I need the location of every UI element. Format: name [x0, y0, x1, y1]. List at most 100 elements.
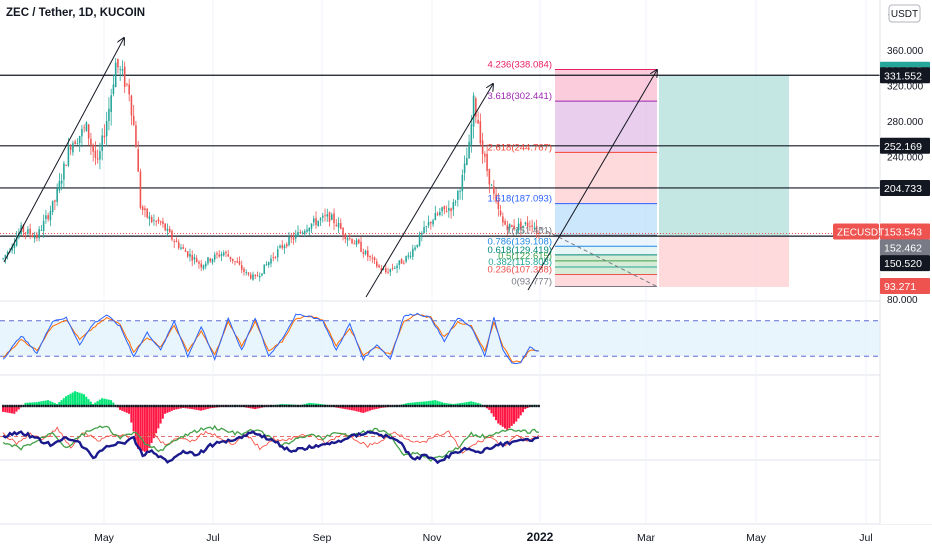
- osc-zero-dot: [76, 404, 79, 408]
- osc-zero-dot: [29, 404, 32, 408]
- osc-zero-dot: [58, 404, 61, 408]
- fib-extension-line[interactable]: [539, 227, 658, 287]
- candle-body: [121, 69, 124, 71]
- osc-zero-dot: [49, 404, 52, 408]
- osc-zero-dot: [231, 404, 234, 408]
- candle-body: [441, 207, 443, 212]
- candle-body: [195, 258, 198, 263]
- osc-bar: [431, 400, 434, 406]
- osc-bar: [461, 402, 464, 406]
- osc-bar: [467, 401, 470, 406]
- long-position-tool[interactable]: [659, 75, 789, 287]
- osc-zero-dot: [335, 404, 338, 408]
- osc-bar: [42, 400, 45, 406]
- osc-bar: [35, 402, 38, 406]
- osc-zero-dot: [53, 404, 56, 408]
- candle-body: [114, 62, 117, 87]
- candle-body: [364, 250, 367, 255]
- fib-level-label: 0.236(107.388): [488, 264, 552, 275]
- osc-zero-dot: [339, 404, 342, 408]
- osc-zero-dot: [387, 404, 390, 408]
- candle-body: [96, 158, 99, 160]
- tag-level-204.733: 204.733: [880, 179, 930, 196]
- osc-zero-dot: [260, 404, 263, 408]
- osc-bar: [195, 406, 198, 410]
- trend-arrow-1[interactable]: [365, 84, 493, 298]
- osc-bar: [60, 400, 63, 406]
- osc-bar: [146, 406, 149, 453]
- osc-zero-dot: [319, 404, 322, 408]
- candle-body: [353, 243, 356, 245]
- osc-zero-dot: [40, 404, 43, 408]
- fibonacci-lines[interactable]: [539, 68, 658, 288]
- candle-body: [468, 141, 470, 159]
- candle-body: [454, 201, 457, 203]
- candle-body: [202, 265, 205, 269]
- chart-title: ZEC / Tether, 1D, KUCOIN: [6, 7, 145, 19]
- osc-zero-dot: [454, 404, 457, 408]
- osc-zero-dot: [26, 404, 29, 408]
- osc-zero-dot: [202, 404, 205, 408]
- target-zone[interactable]: [659, 75, 789, 237]
- osc-bar: [517, 406, 520, 419]
- osc-zero-dot: [141, 404, 144, 408]
- tag-level-252.169-text: 252.169: [884, 141, 922, 153]
- candle-body: [315, 217, 317, 225]
- tag-stop-text: 93.271: [884, 281, 916, 293]
- candle-body: [324, 215, 326, 217]
- candle-body: [294, 234, 297, 239]
- fib-level-label: 1(151.451): [506, 225, 552, 236]
- osc-zero-dot: [78, 404, 81, 408]
- stoch-k-line: [2, 312, 539, 365]
- osc-zero-dot: [213, 404, 216, 408]
- osc-zero-dot: [445, 404, 448, 408]
- osc-bar: [125, 406, 128, 413]
- x-tick-may: May: [94, 532, 115, 544]
- candle-body: [346, 238, 349, 241]
- horizontal-levels[interactable]: [0, 74, 880, 237]
- candle-body: [164, 223, 166, 231]
- osc-zero-dot: [121, 404, 124, 408]
- osc-zero-dot: [378, 404, 381, 408]
- osc-bar: [110, 400, 113, 406]
- osc-bar: [11, 406, 14, 414]
- trend-arrows[interactable]: [3, 38, 657, 298]
- osc-zero-dot: [166, 404, 169, 408]
- osc-zero-dot: [105, 404, 108, 408]
- trend-arrow-0[interactable]: [3, 38, 124, 263]
- stop-zone[interactable]: [659, 236, 789, 287]
- candle-body: [333, 213, 335, 224]
- candle-body: [69, 147, 72, 150]
- osc-bar: [438, 401, 441, 406]
- candle-body: [382, 269, 385, 270]
- osc-zero-dot: [222, 404, 225, 408]
- osc-zero-dot: [242, 404, 245, 408]
- osc-bar: [166, 406, 169, 413]
- candle-body: [240, 265, 243, 270]
- osc-zero-dot: [411, 404, 414, 408]
- osc-zero-dot: [13, 404, 16, 408]
- trend-arrow-2[interactable]: [527, 70, 657, 291]
- osc-zero-dot: [2, 404, 5, 408]
- candle-body: [522, 225, 524, 228]
- osc-zero-dot: [301, 404, 304, 408]
- candle-body: [339, 223, 342, 229]
- osc-zero-dot: [6, 404, 9, 408]
- osc-zero-dot: [218, 404, 221, 408]
- candle-body: [493, 186, 495, 194]
- candle-body: [128, 84, 130, 95]
- osc-zero-dot: [31, 404, 34, 408]
- osc-bar: [103, 398, 106, 406]
- symbol-tag-text: ZECUSDT: [837, 227, 884, 238]
- osc-zero-dot: [513, 404, 516, 408]
- candle-body: [472, 95, 475, 127]
- osc-zero-dot: [132, 404, 135, 408]
- osc-zero-dot: [468, 404, 471, 408]
- osc-zero-dot: [537, 404, 540, 408]
- currency-badge[interactable]: USDT: [888, 4, 921, 23]
- candle-body: [22, 225, 25, 232]
- fibonacci-zones: [555, 69, 657, 287]
- osc-bar: [29, 402, 32, 406]
- osc-zero-dot: [152, 404, 155, 408]
